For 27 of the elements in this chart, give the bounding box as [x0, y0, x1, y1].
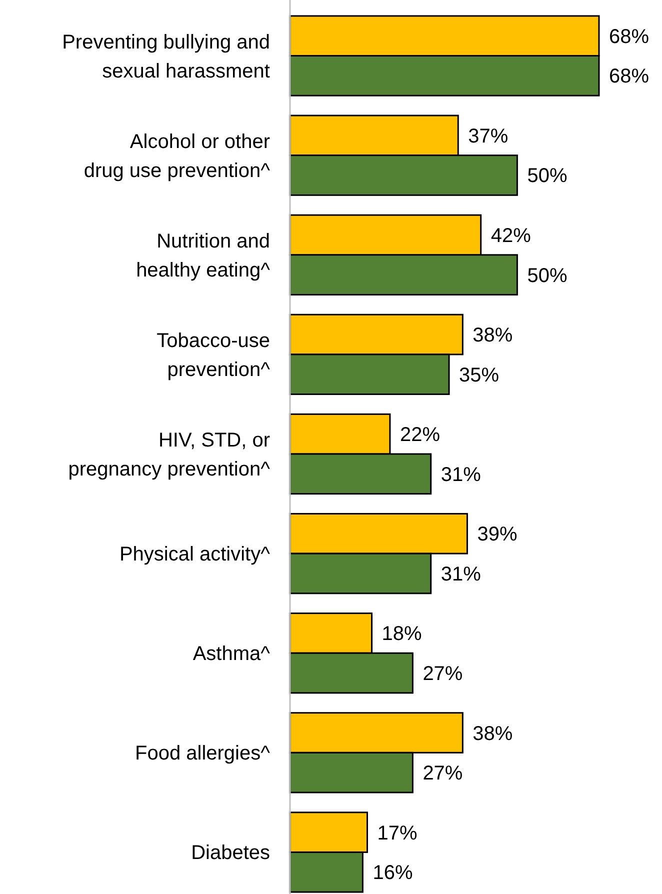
- data-label: 31%: [440, 464, 482, 486]
- y-tick-label: Nutrition and healthy eating^: [136, 230, 271, 282]
- data-label: 31%: [440, 563, 482, 586]
- y-tick-label: Food allergies^: [134, 742, 271, 765]
- data-label: 50%: [527, 264, 568, 287]
- data-label: 38%: [472, 722, 513, 745]
- y-tick-label: Tobacco-use prevention^: [156, 330, 271, 381]
- data-label: 16%: [372, 862, 413, 884]
- data-label: 38%: [472, 324, 513, 347]
- y-tick-label: Preventing bullying and sexual harassment: [62, 31, 270, 82]
- data-label: 35%: [459, 364, 500, 386]
- data-label: 37%: [468, 125, 508, 148]
- y-tick-label: Physical activity^: [119, 544, 271, 566]
- y-tick-label: Diabetes: [191, 842, 270, 864]
- y-tick-label: Alcohol or other drug use prevention^: [84, 130, 271, 182]
- data-label: 27%: [422, 762, 463, 785]
- data-label: 42%: [490, 224, 532, 247]
- data-label: 39%: [477, 524, 518, 546]
- y-tick-label: HIV, STD, or pregnancy prevention^: [68, 430, 271, 480]
- y-tick-label: Asthma^: [192, 643, 271, 666]
- data-label: 18%: [382, 623, 422, 646]
- data-label: 68%: [609, 66, 650, 88]
- data-label: 68%: [609, 26, 650, 48]
- data-label: 17%: [377, 822, 418, 844]
- data-label: 50%: [527, 165, 568, 188]
- data-label: 22%: [400, 424, 440, 446]
- data-label: 27%: [422, 663, 463, 686]
